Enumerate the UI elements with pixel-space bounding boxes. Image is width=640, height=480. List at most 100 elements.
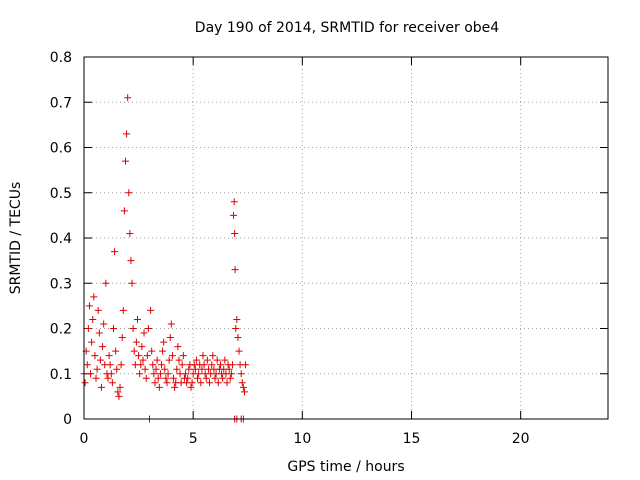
y-axis-label: SRMTID / TECUs [8,182,24,295]
data-point [162,374,170,382]
y-axis-ticks: 0 0.1 0.2 0.3 0.4 0.5 0.6 0.7 0.8 [50,50,608,428]
plot-area-border [83,56,609,420]
data-point [95,329,103,337]
data-point [242,361,250,369]
data-point [230,211,238,219]
data-point [144,325,152,332]
data-point [235,347,243,355]
data-point [100,320,108,328]
data-point [89,315,97,323]
grid-lines [84,57,608,419]
data-point [109,325,117,332]
data-point [105,352,113,360]
data-point [88,338,96,346]
data-point [206,379,214,387]
data-point [233,315,241,323]
data-point [227,370,235,378]
data-point [234,334,242,342]
data-point [166,334,174,342]
data-point [195,370,203,378]
data-point [192,356,200,364]
data-point [148,347,156,355]
y-tick-label: 0.4 [50,231,72,247]
y-tick-label: 0.3 [50,276,72,292]
data-point [239,383,247,391]
data-point [121,157,129,165]
data-point [214,379,222,387]
data-point [112,347,120,355]
data-point [238,379,246,387]
data-point [179,352,187,360]
data-point [237,370,245,378]
data-point [167,320,175,328]
data-point [199,352,207,360]
data-point [84,325,92,332]
data-point [213,356,221,364]
data-point [115,392,123,400]
data-point [141,365,149,373]
chart-title: Day 190 of 2014, SRMTID for receiver obe… [195,20,499,36]
data-point [136,370,144,378]
data-point [231,266,239,274]
data-point [184,374,192,382]
data-point [143,352,151,360]
data-point [158,361,166,369]
data-point [178,361,186,369]
data-point [168,352,176,360]
data-point [85,302,93,310]
data-point [188,379,196,387]
data-point [108,379,116,387]
data-point [161,365,169,373]
data-point [147,306,155,314]
data-point [232,325,240,332]
data-point [171,383,179,391]
data-point [81,379,89,387]
data-point [240,388,248,396]
data-point [140,329,148,337]
data-point [194,374,202,382]
data-point [126,229,134,237]
data-point [185,365,193,373]
data-point [160,338,168,346]
data-point [226,374,234,382]
data-point [225,365,233,373]
data-point [111,248,119,256]
data-point [149,361,157,369]
data-point [125,189,133,197]
data-point [113,365,121,373]
data-point [197,379,205,387]
data-point [209,352,217,360]
y-tick-label: 0.2 [50,322,72,338]
data-point [106,361,114,369]
data-point [120,207,128,215]
data-point [154,374,162,382]
x-tick-label: 0 [80,431,89,447]
y-tick-label: 0.6 [50,141,72,157]
data-point [124,94,132,102]
data-point [96,356,104,364]
data-point [138,343,146,351]
data-point [216,361,224,369]
x-tick-label: 10 [293,431,311,447]
data-point [198,365,206,373]
data-point [182,370,190,378]
data-point [159,347,167,355]
x-tick-label: 15 [403,431,421,447]
data-point [87,370,95,378]
y-tick-label: 0 [63,412,72,428]
data-point [228,361,236,369]
data-point [219,374,227,382]
data-point [137,361,145,369]
data-point [127,257,135,265]
data-point [155,383,163,391]
data-point [230,198,238,206]
data-point [99,343,107,351]
data-point [203,356,211,364]
data-point [170,374,178,382]
data-point [153,356,161,364]
data-point [107,370,115,378]
data-point [200,361,208,369]
data-point [156,370,164,378]
data-point [133,315,141,323]
